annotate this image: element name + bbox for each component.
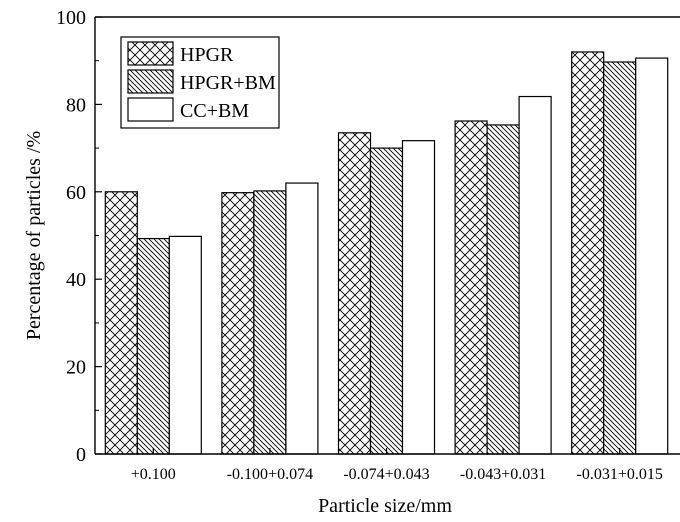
bar-cc-bm-0 xyxy=(168,235,202,455)
legend-swatch-hpgr xyxy=(127,41,174,66)
legend-swatch-hpgr-bm xyxy=(127,69,174,94)
bar-cc-bm-3 xyxy=(518,95,552,455)
bar-cc-bm-4 xyxy=(635,57,669,455)
y-tick-label: 100 xyxy=(56,7,86,29)
bar-hpgr-1 xyxy=(221,192,255,455)
x-axis-title: Particle size/mm xyxy=(318,495,452,517)
x-tick-label: -0.074+0.043 xyxy=(343,466,429,483)
bar-hpgr-bm-0 xyxy=(136,237,170,455)
bar-cc-bm-1 xyxy=(285,182,319,455)
legend-label: HPGR xyxy=(180,44,234,66)
bar-hpgr-bm-2 xyxy=(369,147,404,455)
y-tick-label: 80 xyxy=(66,94,86,116)
y-axis-title: Percentage of particles /% xyxy=(23,131,45,340)
x-tick-label: +0.100 xyxy=(131,466,176,483)
x-tick-label: -0.100+0.074 xyxy=(227,466,313,483)
x-tick-label: -0.043+0.031 xyxy=(460,466,546,483)
bar-hpgr-2 xyxy=(337,132,372,455)
bar-hpgr-3 xyxy=(454,120,488,455)
x-tick-label: -0.031+0.015 xyxy=(577,466,663,483)
bar-hpgr-0 xyxy=(104,191,138,455)
y-tick-label: 60 xyxy=(66,182,86,204)
legend-swatch-cc-bm xyxy=(127,97,174,122)
legend-label: HPGR+BM xyxy=(180,72,276,94)
bar-cc-bm-2 xyxy=(401,140,436,455)
y-tick-label: 40 xyxy=(66,269,86,291)
bar-hpgr-4 xyxy=(571,51,605,455)
bar-hpgr-bm-1 xyxy=(253,190,287,455)
legend-label: CC+BM xyxy=(180,100,249,122)
bar-hpgr-bm-4 xyxy=(603,61,637,455)
y-tick-label: 0 xyxy=(76,444,86,466)
bar-hpgr-bm-3 xyxy=(486,124,520,455)
y-tick-label: 20 xyxy=(66,357,86,379)
